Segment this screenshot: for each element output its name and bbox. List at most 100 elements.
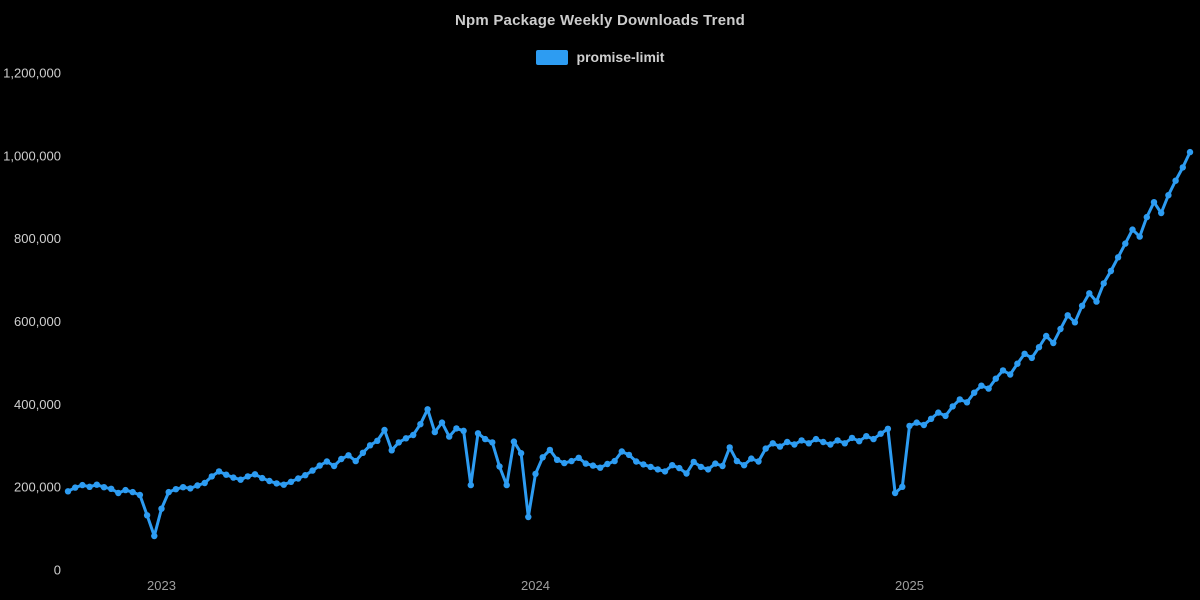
data-point[interactable] (1158, 209, 1165, 217)
data-point[interactable] (165, 488, 172, 496)
data-point[interactable] (927, 415, 935, 422)
data-point[interactable] (935, 409, 942, 416)
data-point[interactable] (582, 460, 589, 467)
data-point[interactable] (546, 446, 554, 454)
data-point[interactable] (553, 456, 561, 463)
data-point[interactable] (273, 480, 280, 487)
data-point[interactable] (151, 532, 158, 540)
data-point[interactable] (201, 479, 208, 487)
data-point[interactable] (366, 442, 374, 449)
data-point[interactable] (179, 484, 187, 491)
data-point[interactable] (1014, 360, 1021, 367)
data-point[interactable] (1007, 371, 1014, 378)
data-point[interactable] (870, 435, 877, 443)
data-point[interactable] (115, 489, 122, 497)
data-point[interactable] (640, 461, 647, 468)
data-point[interactable] (460, 427, 467, 434)
data-point[interactable] (402, 435, 410, 442)
data-point[interactable] (740, 462, 748, 469)
data-point[interactable] (482, 435, 489, 443)
data-point[interactable] (611, 457, 618, 465)
data-point[interactable] (848, 434, 856, 442)
data-point[interactable] (812, 435, 820, 443)
data-point[interactable] (1064, 312, 1071, 319)
data-point[interactable] (345, 452, 352, 459)
data-point[interactable] (431, 428, 438, 436)
data-point[interactable] (251, 471, 259, 478)
data-point[interactable] (1186, 148, 1194, 156)
data-point[interactable] (489, 439, 496, 446)
data-point[interactable] (510, 438, 518, 445)
data-point[interactable] (604, 460, 611, 468)
data-point[interactable] (1136, 233, 1143, 240)
data-point[interactable] (575, 454, 582, 461)
data-point[interactable] (755, 458, 762, 465)
data-point[interactable] (827, 441, 834, 448)
data-point[interactable] (86, 483, 93, 490)
data-point[interactable] (316, 462, 323, 469)
data-point[interactable] (72, 484, 79, 491)
data-point[interactable] (129, 488, 136, 496)
data-point[interactable] (237, 476, 244, 483)
data-point[interactable] (525, 513, 532, 521)
data-point[interactable] (704, 466, 712, 473)
data-point[interactable] (1150, 199, 1158, 206)
data-point[interactable] (424, 406, 431, 413)
data-point[interactable] (1100, 280, 1107, 287)
data-point[interactable] (1143, 213, 1151, 221)
data-point[interactable] (1129, 226, 1136, 233)
data-point[interactable] (374, 437, 381, 444)
data-point[interactable] (618, 448, 625, 455)
data-point[interactable] (719, 462, 726, 470)
data-point[interactable] (108, 485, 115, 492)
data-point[interactable] (956, 396, 963, 403)
data-point[interactable] (733, 457, 741, 465)
data-point[interactable] (683, 470, 690, 477)
data-point[interactable] (517, 450, 525, 457)
data-point[interactable] (266, 477, 273, 485)
data-point[interactable] (561, 459, 568, 467)
data-point[interactable] (532, 470, 539, 478)
data-point[interactable] (122, 486, 129, 494)
data-point[interactable] (474, 430, 482, 437)
data-point[interactable] (963, 399, 971, 406)
data-point[interactable] (1093, 298, 1100, 305)
data-point[interactable] (539, 454, 546, 461)
data-point[interactable] (784, 438, 791, 446)
data-point[interactable] (136, 491, 144, 499)
data-point[interactable] (352, 457, 359, 465)
data-point[interactable] (1043, 332, 1050, 340)
data-point[interactable] (1035, 344, 1043, 351)
data-point[interactable] (949, 403, 956, 410)
data-point[interactable] (410, 431, 417, 439)
data-point[interactable] (438, 419, 446, 426)
data-point[interactable] (417, 421, 424, 428)
data-point[interactable] (280, 481, 287, 488)
data-point[interactable] (877, 430, 884, 437)
data-point[interactable] (1057, 325, 1064, 333)
data-point[interactable] (841, 440, 848, 447)
data-point[interactable] (395, 439, 402, 446)
data-point[interactable] (899, 483, 906, 490)
data-point[interactable] (230, 474, 237, 481)
data-point[interactable] (287, 478, 295, 485)
data-point[interactable] (690, 458, 697, 466)
data-point[interactable] (64, 488, 72, 495)
data-point[interactable] (791, 441, 798, 448)
data-point[interactable] (920, 421, 928, 429)
data-point[interactable] (992, 375, 999, 382)
data-point[interactable] (971, 389, 978, 396)
data-point[interactable] (776, 443, 784, 450)
data-point[interactable] (597, 464, 604, 471)
data-point[interactable] (1028, 354, 1036, 362)
data-point[interactable] (1122, 240, 1129, 247)
data-point[interactable] (259, 474, 266, 482)
data-point[interactable] (834, 437, 841, 444)
data-point[interactable] (913, 419, 920, 426)
data-point[interactable] (295, 475, 302, 482)
data-point[interactable] (1165, 192, 1172, 199)
data-point[interactable] (820, 438, 827, 446)
data-point[interactable] (1172, 177, 1179, 184)
data-point[interactable] (244, 473, 251, 480)
